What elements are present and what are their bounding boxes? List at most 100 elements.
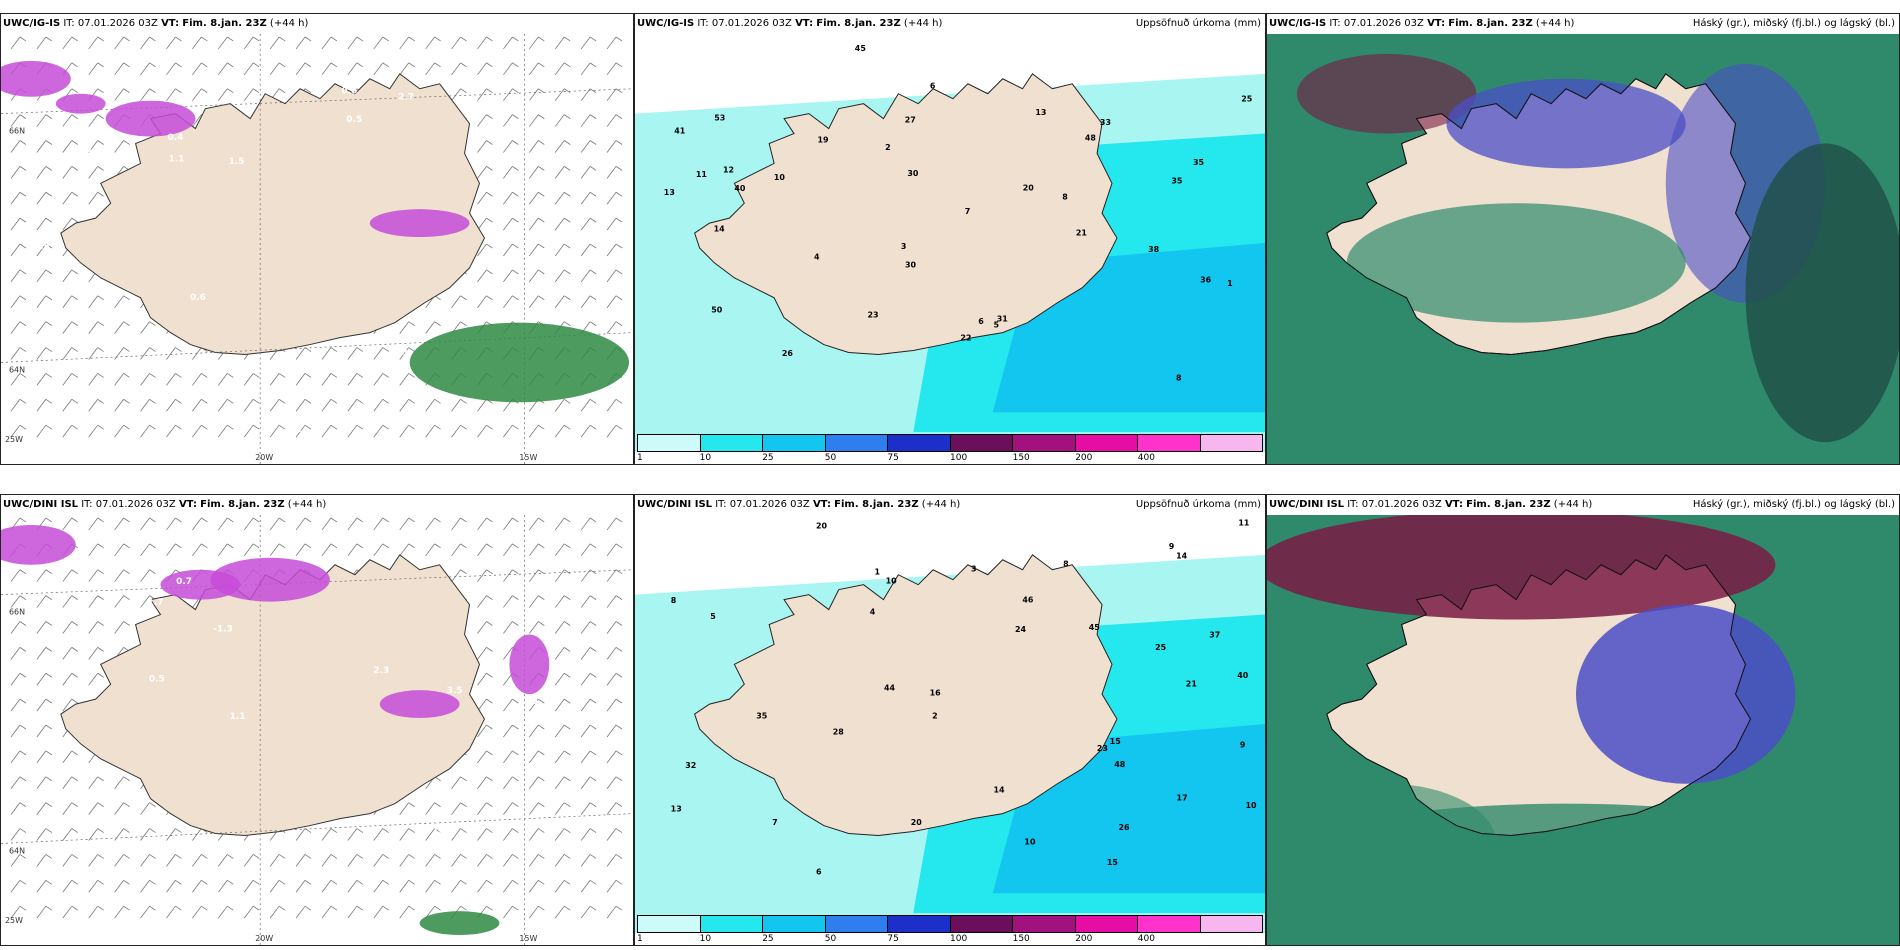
map-value-label: -1.5 xyxy=(519,697,539,707)
colorbar-cell xyxy=(1013,916,1076,932)
colorbar-tick-label: 1 xyxy=(637,934,643,944)
colorbar-cell xyxy=(763,435,826,451)
map-value-label: 0.6 xyxy=(190,293,206,303)
cloud-map xyxy=(1267,515,1899,945)
precip-type-blob xyxy=(55,93,106,114)
panel-dini-precip: UWC/DINI ISL IT: 07.01.2026 03Z VT: Fim.… xyxy=(634,494,1266,946)
colorbar-cells xyxy=(637,915,1263,933)
colorbar-tick-label: 25 xyxy=(762,453,774,463)
map-value-label: 40 xyxy=(734,184,746,193)
map-value-label: 3 xyxy=(901,242,907,251)
lead-time: (+44 h) xyxy=(903,18,943,29)
colorbar-cell xyxy=(825,916,888,932)
colorbar-cell xyxy=(950,435,1013,451)
map-value-label: 20 xyxy=(1023,183,1035,192)
colorbar-ticks: 1 10 25 50 75 100 150 200 400 xyxy=(637,933,1263,945)
colorbar-cell xyxy=(700,916,763,932)
precip-map: 4 8 10 9 17 14 6 7 8 11 10 9 5 3 2 1 13 20 16 15 37 48 45 46 32 2… xyxy=(635,515,1265,945)
cloud-layer xyxy=(1346,203,1686,323)
map-value-label: 24 xyxy=(1015,625,1027,634)
colorbar-tick-label: 100 xyxy=(950,934,968,944)
colorbar-tick-label: 75 xyxy=(887,453,899,463)
map-value-label: 1 xyxy=(874,568,880,577)
map-value-label: 0.5 xyxy=(34,242,50,252)
map-value-label: 12 xyxy=(723,166,734,175)
valid-time: Fim. 8.jan. 23Z xyxy=(1466,499,1551,510)
map-value-label: 35 xyxy=(1193,158,1204,167)
map-value-label: 20 xyxy=(816,522,828,531)
colorbar-cell xyxy=(888,435,951,451)
valid-label: VT: xyxy=(795,18,814,29)
init-time: IT: 07.01.2026 03Z xyxy=(81,499,176,510)
lead-time: (+44 h) xyxy=(269,18,309,29)
map-value-label: 13 xyxy=(671,804,682,813)
map-value-label: 26 xyxy=(1119,823,1131,832)
model-label: UWC/IG-IS xyxy=(3,18,61,29)
map-value-label: 1.1 xyxy=(393,348,409,358)
colorbar-tick-label: 1 xyxy=(637,453,643,463)
valid-time: Fim. 8.jan. 23Z xyxy=(182,18,267,29)
precip-type-blob xyxy=(105,100,196,137)
lead-time: (+44 h) xyxy=(1553,499,1593,510)
map-value-label: 44 xyxy=(884,683,896,692)
init-time: IT: 07.01.2026 03Z xyxy=(1347,499,1442,510)
colorbar-cell xyxy=(763,916,826,932)
map-value-label: 1.3 xyxy=(198,845,214,855)
iceland-land xyxy=(60,554,486,837)
grid-label: 15W xyxy=(519,934,537,943)
map-value-label: 25 xyxy=(1155,643,1166,652)
panel-right-title: Háský (gr.), miðský (fj.bl.) og lágský (… xyxy=(1692,499,1895,510)
valid-label: VT: xyxy=(812,499,831,510)
wind-map: 20W 15W 66N 64N 25W 1.6 1.5 -1.4 1.7 0.7 3.5 4.5 1.1… xyxy=(1,515,633,945)
map-value-label: 23 xyxy=(868,310,879,319)
map-value-label: 14 xyxy=(994,786,1006,795)
map-value-label: 9 xyxy=(1169,542,1175,551)
colorbar-tick-label: 200 xyxy=(1075,453,1093,463)
map-value-label: 2 xyxy=(932,711,938,720)
map-value-label: 41 xyxy=(674,126,685,135)
map-value-label: 21 xyxy=(1186,680,1197,689)
colorbar-cell xyxy=(1200,435,1262,451)
map-value-label: 16 xyxy=(930,688,942,697)
colorbar-cell xyxy=(700,435,763,451)
colorbar-tick-label: 75 xyxy=(887,934,899,944)
grid-label: 15W xyxy=(519,453,537,462)
cloud-layer xyxy=(1276,783,1497,904)
colorbar-tick-label: 25 xyxy=(762,934,774,944)
panel-header: UWC/DINI ISL IT: 07.01.2026 03Z VT: Fim.… xyxy=(1,495,633,515)
model-label: UWC/DINI ISL xyxy=(1269,499,1345,510)
map-value-label: 1 xyxy=(1227,279,1233,288)
map-value-label: 8 xyxy=(671,596,677,605)
iceland-land xyxy=(694,73,1118,356)
map-value-label: 8 xyxy=(1176,373,1182,382)
colorbar-tick-label: 400 xyxy=(1137,453,1155,463)
valid-time: Fim. 8.jan. 23Z xyxy=(816,18,901,29)
map-value-label: 45 xyxy=(1089,623,1100,632)
precip-type-blob xyxy=(1,60,71,97)
panel-header: UWC/IG-IS IT: 07.01.2026 03Z VT: Fim. 8.… xyxy=(1267,14,1899,34)
map-value-label: 50 xyxy=(711,306,723,315)
init-time: IT: 07.01.2026 03Z xyxy=(697,18,792,29)
precip-type-blob xyxy=(379,690,460,719)
map-value-label: 1.5 xyxy=(229,157,245,167)
map-value-label: -1.3 xyxy=(213,625,233,635)
grid-label: 20W xyxy=(255,934,273,943)
map-value-label: -1.4 xyxy=(597,834,617,844)
colorbar-cell xyxy=(638,435,701,451)
cloud-layer xyxy=(1745,143,1899,443)
grid-label: 25W xyxy=(5,435,23,444)
cloud-layer xyxy=(1296,53,1477,134)
colorbar-ticks: 1 10 25 50 75 100 150 200 400 xyxy=(637,452,1263,464)
wind-map: 20W 15W 66N 64N 25W 3.9 2.7 2.5 1.5 1.1 0.6 0.5 0.6 0… xyxy=(1,34,633,464)
colorbar-tick-label: 10 xyxy=(699,453,712,463)
map-value-label: 3.5 xyxy=(447,686,463,696)
map-value-label: 35 xyxy=(1171,177,1182,186)
model-label: UWC/IG-IS xyxy=(1269,18,1327,29)
colorbar-cell xyxy=(1075,916,1138,932)
map-value-label: 30 xyxy=(905,261,917,270)
init-time: IT: 07.01.2026 03Z xyxy=(715,499,810,510)
colorbar-tick-label: 150 xyxy=(1012,453,1030,463)
map-value-label: 28 xyxy=(833,727,845,736)
lead-time: (+44 h) xyxy=(1535,18,1575,29)
colorbar-cell xyxy=(1075,435,1138,451)
